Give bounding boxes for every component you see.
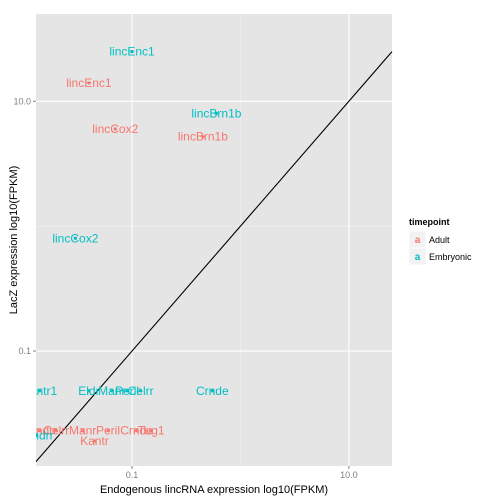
data-point (37, 389, 42, 393)
x-tick-label: 0.1 (126, 470, 139, 480)
point-label: Celrr (43, 424, 69, 438)
legend-glyph: a (415, 252, 421, 263)
point-label: Celrr (128, 384, 154, 398)
point-label: Crnde (196, 384, 229, 398)
point-label: Fendrr (18, 429, 53, 443)
reference-line-y-equals-x (35, 51, 393, 463)
data-point (125, 389, 129, 393)
legend-label: Adult (429, 235, 450, 245)
x-axis-title: Endogenous lincRNA expression log10(FPKM… (100, 484, 328, 496)
point-label: Pantr1 (22, 384, 58, 398)
data-point (113, 127, 117, 131)
point-label: lincBrn1b (191, 106, 241, 120)
point-label: Peril (115, 384, 139, 398)
point-label: Kantr (80, 434, 109, 448)
data-point (37, 429, 42, 433)
legend-title: timepoint (409, 217, 450, 227)
point-label: lincCox2 (52, 231, 98, 245)
point-label: Manr (69, 424, 96, 438)
axis-ticks: 0.1 10.0 0.1 10.0 (13, 96, 357, 480)
point-label: lincEnc1 (66, 76, 112, 90)
data-point (201, 135, 205, 139)
data-point (210, 389, 214, 393)
point-label: Fendrr (22, 424, 57, 438)
data-point (149, 429, 153, 433)
data-point (130, 49, 134, 54)
data-point (214, 111, 219, 115)
legend-key (408, 247, 427, 266)
x-tick-label: 10.0 (340, 470, 358, 480)
point-label: lincBrn1b (178, 130, 228, 144)
point-label: Eldr (78, 384, 99, 398)
point-label: lincEnc1 (109, 45, 155, 59)
point-label: Peril (96, 424, 120, 438)
point-label: Tug1 (138, 424, 165, 438)
data-point (87, 81, 91, 85)
data-point (106, 429, 110, 433)
plot-panel (36, 14, 392, 466)
data-point (92, 439, 97, 443)
y-axis-title: LacZ expression log10(FPKM) (8, 166, 20, 315)
point-label: lincCox2 (92, 122, 138, 136)
point-label: Crnde (120, 424, 153, 438)
point-label: Manr (98, 384, 125, 398)
data-point (54, 429, 58, 433)
data-point (81, 429, 85, 433)
data-point (73, 236, 77, 240)
data-point (36, 434, 38, 438)
data-point (139, 389, 143, 393)
legend-label: Embryonic (429, 252, 472, 262)
legend-glyph: a (415, 235, 421, 246)
data-point (134, 429, 139, 433)
data-point (87, 389, 91, 393)
grid-lines (36, 14, 392, 466)
y-tick-label: 10.0 (13, 96, 31, 106)
data-point (110, 389, 114, 393)
y-tick-label: 0.1 (18, 346, 31, 356)
